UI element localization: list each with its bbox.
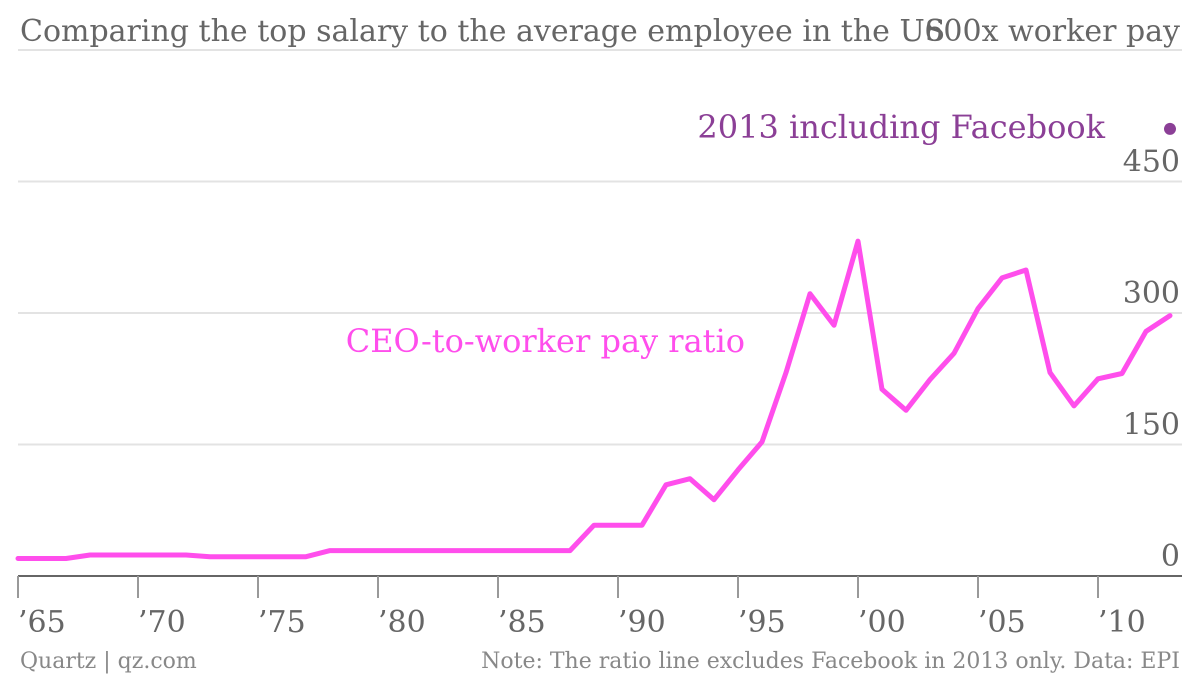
x-tick-layer: ’65 ’70 ’75 ’80 ’85 ’90 ’95 ’00 ’05 ’10 <box>17 576 1146 640</box>
x-tick-label: ’05 <box>978 605 1026 640</box>
facebook-2013-point <box>1164 122 1176 135</box>
y-tick-labels: 0 150 300 450 <box>1123 145 1180 575</box>
chart-title: Comparing the top salary to the average … <box>20 14 945 49</box>
unit-label: 600x worker pay <box>924 14 1180 49</box>
y-tick-label: 450 <box>1123 145 1180 180</box>
y-tick-label: 0 <box>1161 539 1180 574</box>
x-tick-label: ’85 <box>498 605 546 640</box>
point-layer <box>1164 122 1176 135</box>
footer-note: Note: The ratio line excludes Facebook i… <box>481 649 1180 674</box>
x-tick-label: ’75 <box>258 605 306 640</box>
grid-layer <box>18 180 1182 577</box>
x-tick-label: ’90 <box>618 605 666 640</box>
x-tick-label: ’95 <box>738 605 786 640</box>
series-annotation: CEO-to-worker pay ratio <box>346 322 745 360</box>
footer-source: Quartz | qz.com <box>20 649 197 674</box>
facebook-point-annotation: 2013 including Facebook <box>697 108 1105 146</box>
series-line <box>15 238 1173 561</box>
y-tick-label: 300 <box>1123 276 1180 311</box>
x-tick-label: ’80 <box>378 605 426 640</box>
x-tick-label: ’10 <box>1098 605 1146 640</box>
x-tick-label: ’70 <box>138 605 186 640</box>
series-layer <box>15 238 1173 561</box>
y-tick-label: 150 <box>1123 408 1180 443</box>
x-tick-label: ’65 <box>18 605 66 640</box>
x-tick-label: ’00 <box>858 605 906 640</box>
